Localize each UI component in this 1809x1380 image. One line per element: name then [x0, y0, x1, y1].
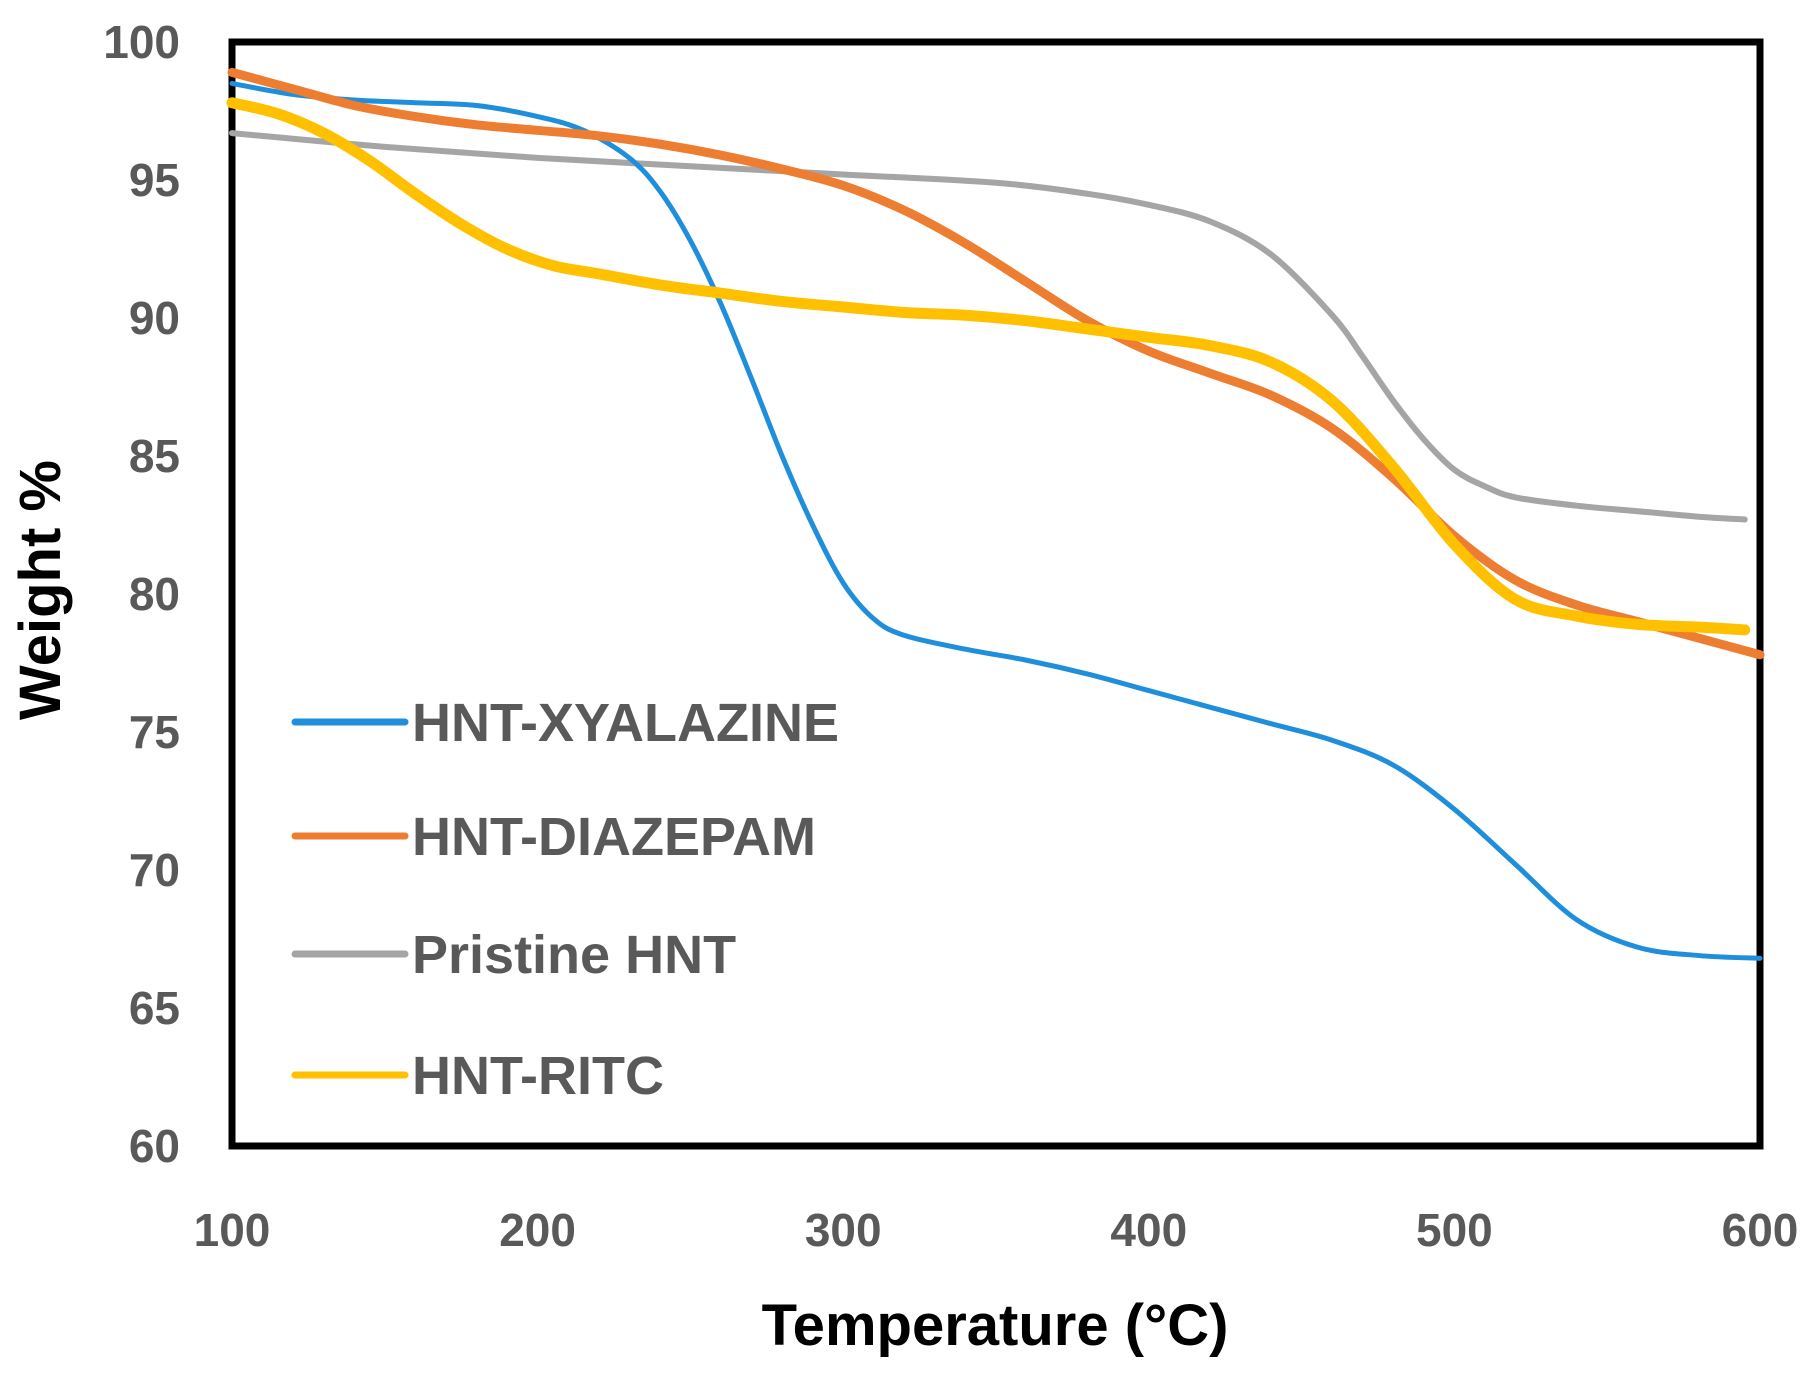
- series-lines: [226, 67, 1765, 961]
- plot-area-border: [228, 38, 1764, 1150]
- legend: HNT-XYALAZINE HNT-DIAZEPAM Pristine HNT …: [291, 693, 839, 1106]
- x-tick-label: 100: [194, 1204, 271, 1256]
- y-tick-label: 100: [103, 16, 180, 68]
- series-line-hnt-ritc: [226, 97, 1751, 636]
- y-tick-label: 75: [129, 706, 180, 758]
- legend-label-hnt-xyalazine: HNT-XYALAZINE: [412, 693, 839, 753]
- y-tick-label: 80: [129, 568, 180, 620]
- x-tick-label: 400: [1110, 1204, 1187, 1256]
- x-tick-label: 200: [499, 1204, 576, 1256]
- x-axis-tick-labels: 100 200 300 400 500 600: [194, 1204, 1799, 1256]
- y-tick-label: 65: [129, 982, 180, 1034]
- x-tick-label: 300: [805, 1204, 882, 1256]
- series-line-pristine-hnt: [229, 130, 1748, 523]
- x-axis-title: Temperature (°C): [762, 1293, 1229, 1358]
- y-tick-label: 95: [129, 154, 180, 206]
- legend-label-hnt-diazepam: HNT-DIAZEPAM: [412, 807, 816, 867]
- y-tick-label: 90: [129, 292, 180, 344]
- legend-label-hnt-ritc: HNT-RITC: [412, 1046, 664, 1106]
- legend-label-pristine-hnt: Pristine HNT: [412, 925, 736, 985]
- y-axis-tick-labels: 60 65 70 75 80 85 90 95 100: [103, 16, 180, 1172]
- y-tick-label: 85: [129, 430, 180, 482]
- y-tick-label: 60: [129, 1120, 180, 1172]
- y-tick-label: 70: [129, 844, 180, 896]
- series-line-hnt-xyalazine: [229, 80, 1763, 961]
- series-line-hnt-diazepam: [227, 67, 1765, 660]
- x-tick-label: 600: [1722, 1204, 1799, 1256]
- x-tick-label: 500: [1416, 1204, 1493, 1256]
- y-axis-title: Weight %: [8, 460, 73, 720]
